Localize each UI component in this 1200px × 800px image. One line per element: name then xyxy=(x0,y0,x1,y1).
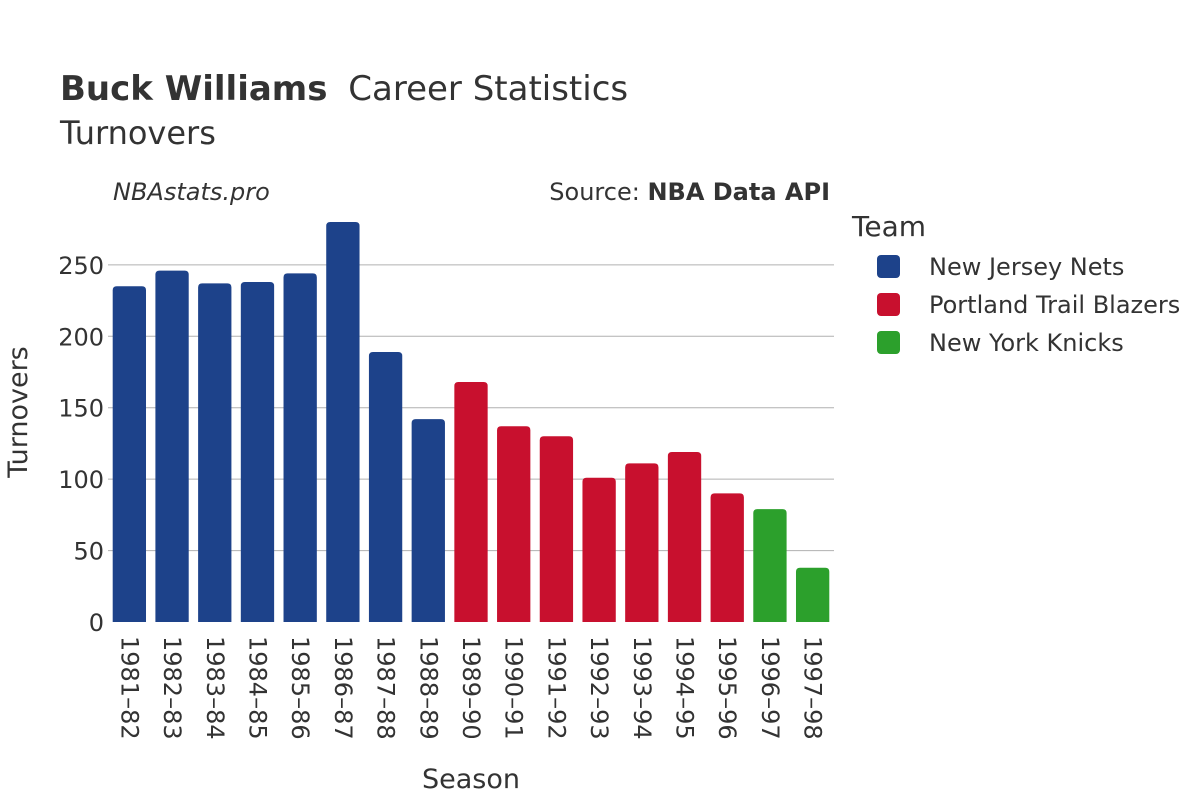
chart-title: Buck Williams Career Statistics xyxy=(60,69,628,109)
bar-1991–92 xyxy=(539,436,574,622)
x-tick-label: 1995–96 xyxy=(713,636,741,740)
x-tick-label: 1990–91 xyxy=(500,636,528,740)
y-tick-label: 150 xyxy=(58,395,104,423)
bar-1983–84 xyxy=(198,283,232,622)
x-tick-label: 1982–83 xyxy=(158,636,186,740)
chart-subtitle: Turnovers xyxy=(59,114,216,152)
legend-swatch xyxy=(877,331,900,354)
bar-1990–91 xyxy=(497,426,531,622)
bar-1996–97 xyxy=(753,509,787,622)
y-tick-label: 200 xyxy=(58,323,104,351)
x-tick-label: 1981–82 xyxy=(115,636,143,740)
bar-1981–82 xyxy=(112,286,147,622)
x-tick-label: 1986–87 xyxy=(329,636,357,740)
y-tick-label: 50 xyxy=(73,538,104,566)
bars xyxy=(112,222,830,622)
x-tick-label: 1984–85 xyxy=(243,636,271,740)
bar-1986–87 xyxy=(326,222,360,622)
bar-1995–96 xyxy=(710,493,744,622)
watermark: NBAstats.pro xyxy=(113,178,270,206)
x-tick-label: 1993–94 xyxy=(628,636,656,740)
x-axis-ticks: 1981–82 1982–83 1983–84 1984–85 1985–86 1986–… xyxy=(115,636,826,740)
bar-1997–98 xyxy=(795,567,830,622)
x-tick-label: 1996–97 xyxy=(756,636,784,740)
source-name: NBA Data API xyxy=(647,178,830,206)
bar-1982–83 xyxy=(155,270,189,622)
legend-label: New Jersey Nets xyxy=(929,253,1124,281)
y-tick-label: 100 xyxy=(58,466,104,494)
x-tick-label: 1997–98 xyxy=(799,636,827,740)
y-tick-label: 250 xyxy=(58,252,104,280)
x-axis-label: Season xyxy=(422,764,520,795)
source-credit: Source: NBA Data API xyxy=(549,178,830,206)
y-tick-label: 0 xyxy=(89,609,104,637)
legend-label: New York Knicks xyxy=(929,329,1124,357)
bar-1993–94 xyxy=(625,463,659,622)
y-axis-label: Turnovers xyxy=(3,346,34,479)
legend-swatch xyxy=(877,293,900,316)
x-tick-label: 1989–90 xyxy=(457,636,485,740)
bar-1989–90 xyxy=(454,382,488,622)
x-tick-label: 1985–86 xyxy=(286,636,314,740)
bar-1992–93 xyxy=(582,477,616,622)
legend: New Jersey Nets Portland Trail Blazers New… xyxy=(877,253,1180,357)
y-axis-ticks: 0 50 100 150 200 250 xyxy=(58,252,104,637)
bar-1987–88 xyxy=(368,352,403,622)
legend-label: Portland Trail Blazers xyxy=(929,291,1180,319)
chart-title-player: Buck Williams xyxy=(60,69,327,109)
bar-1985–86 xyxy=(283,273,317,622)
bar-1994–95 xyxy=(667,452,702,622)
chart-title-rest: Career Statistics xyxy=(348,69,628,109)
source-prefix: Source: xyxy=(549,178,647,206)
legend-title: Team xyxy=(851,210,926,243)
legend-swatch xyxy=(877,255,900,278)
x-tick-label: 1987–88 xyxy=(372,636,400,740)
x-tick-label: 1988–89 xyxy=(414,636,442,740)
x-tick-label: 1983–84 xyxy=(201,636,229,740)
x-tick-label: 1992–93 xyxy=(585,636,613,740)
bar-1988–89 xyxy=(411,419,445,622)
bar-1984–85 xyxy=(240,282,275,622)
x-tick-label: 1994–95 xyxy=(671,636,699,740)
x-tick-label: 1991–92 xyxy=(542,636,570,740)
